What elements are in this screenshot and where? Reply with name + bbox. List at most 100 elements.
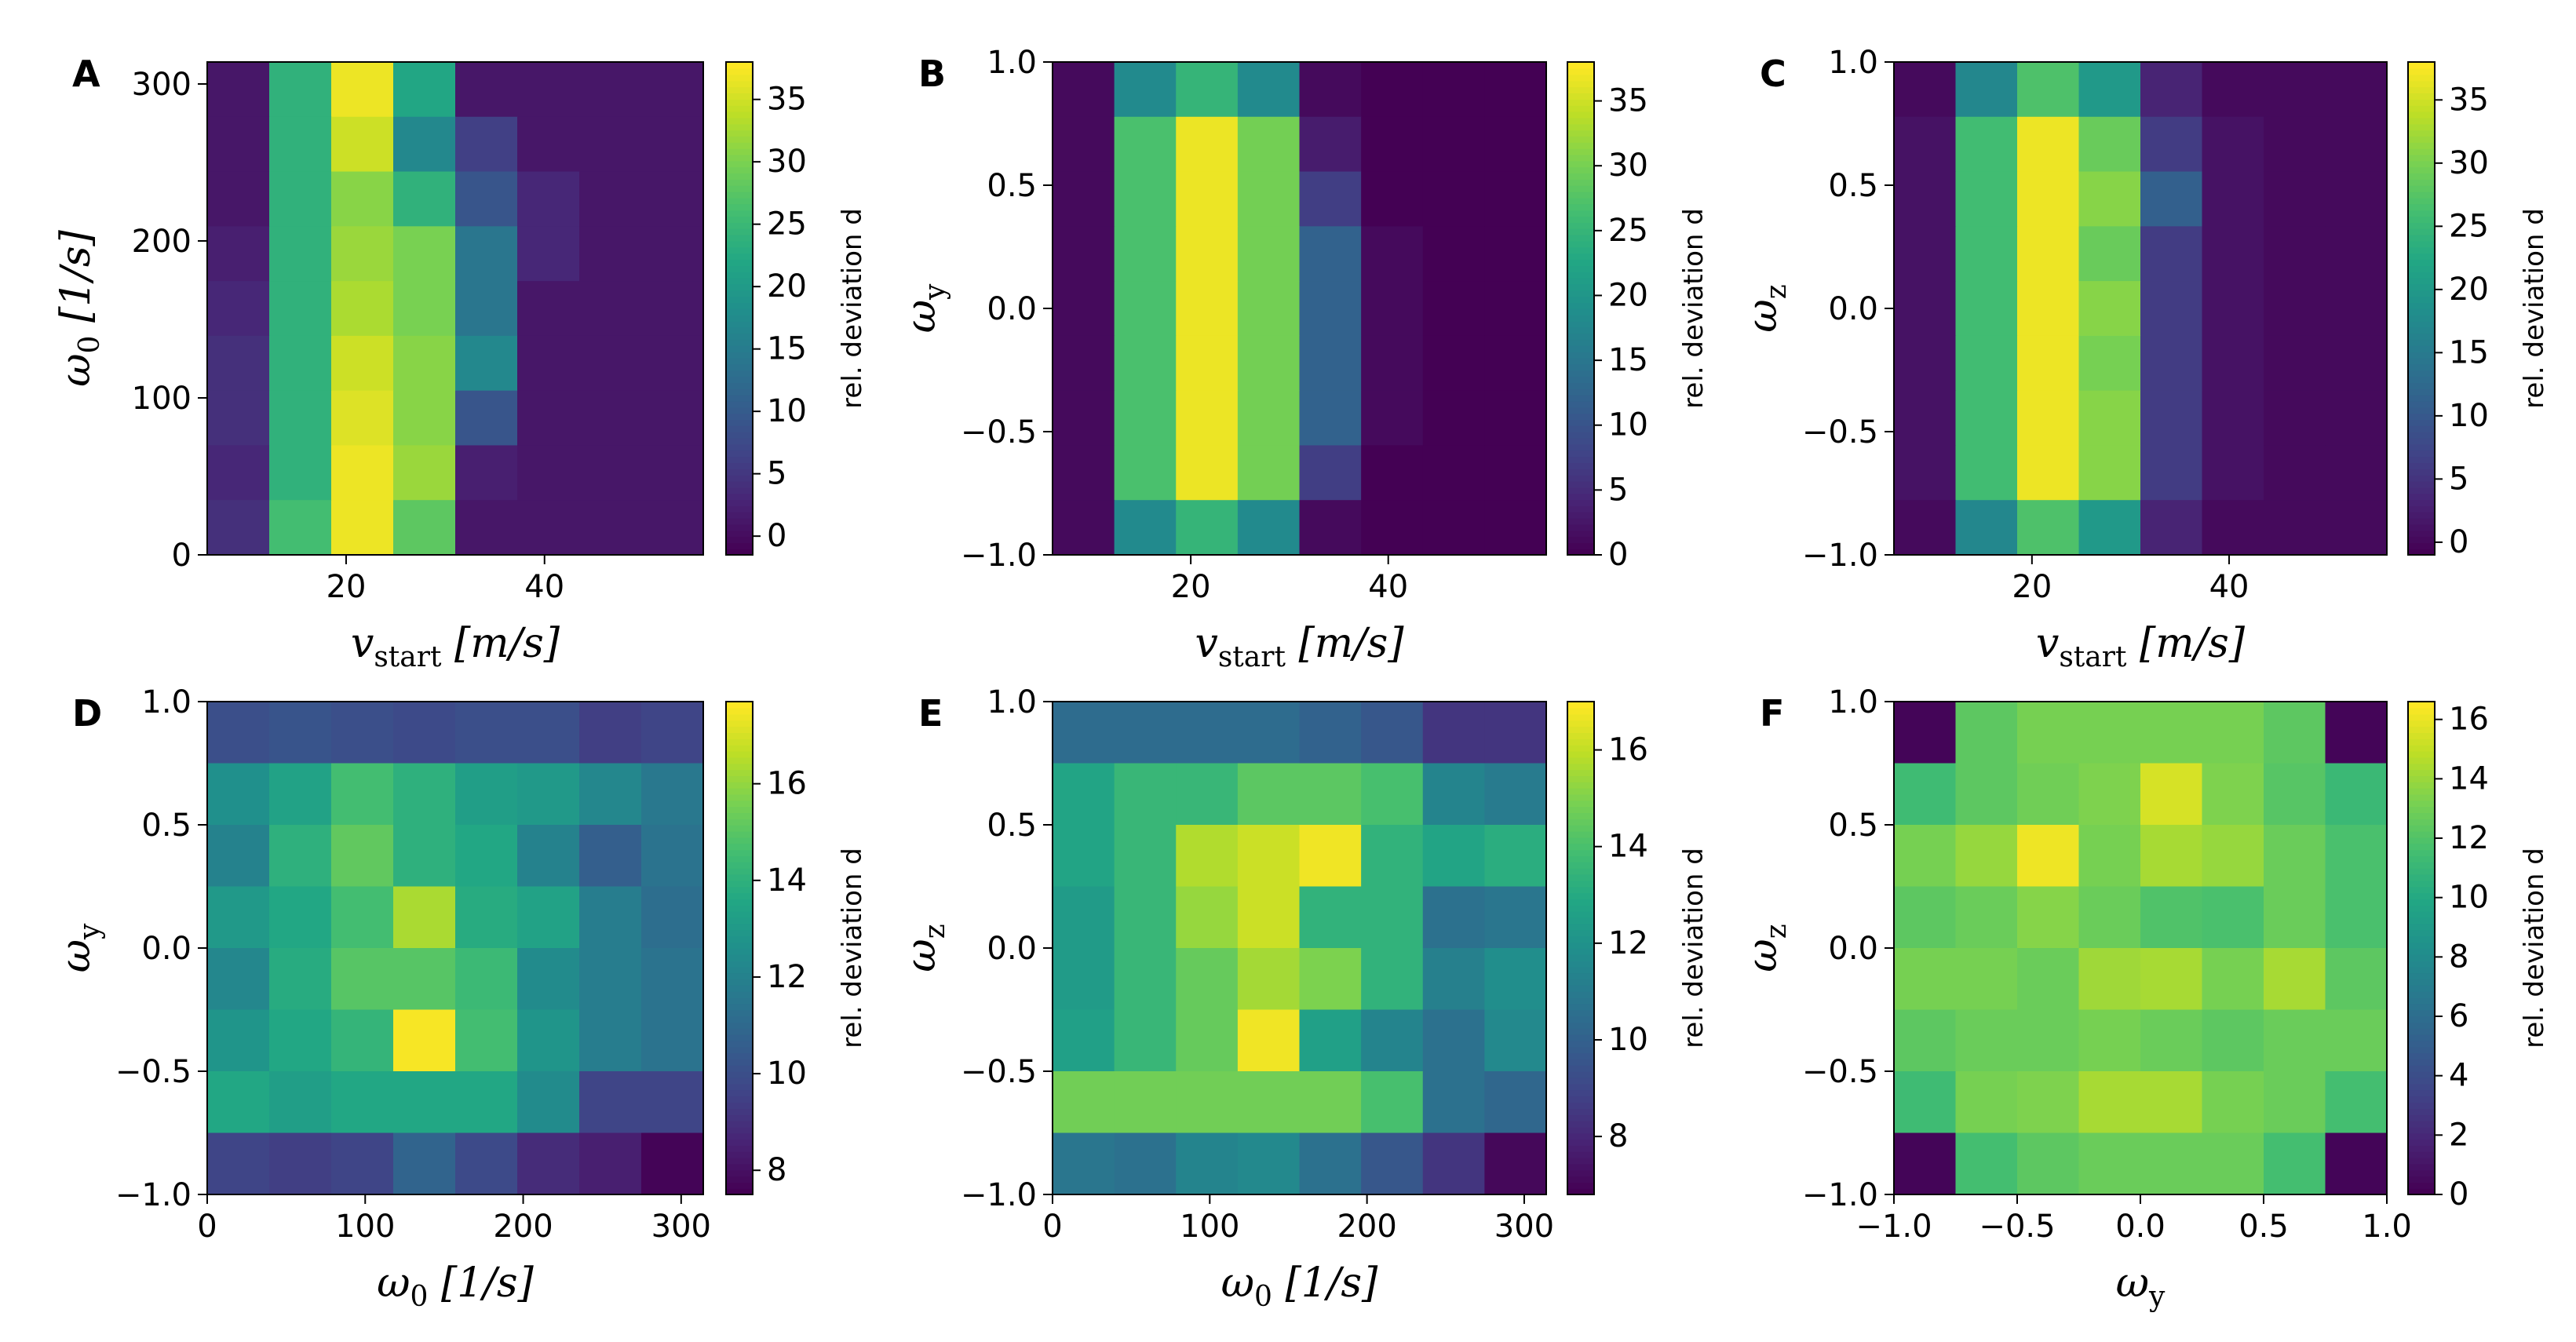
colorbar-segment [2408, 203, 2435, 211]
y-axis-label: ωz [1739, 284, 1793, 332]
x-tick-label: 20 [2012, 569, 2052, 605]
heatmap-cell-B-r4-c4 [1299, 281, 1362, 337]
colorbar-segment [726, 370, 753, 377]
colorbar-segment [2408, 74, 2435, 82]
heatmap-cell-F-r6-c2 [2017, 1071, 2080, 1134]
heatmap-cell-C-r8-c2 [2017, 500, 2080, 556]
heatmap-cell-B-r5-c6 [1422, 335, 1485, 392]
colorbar-segment [2408, 290, 2435, 297]
heatmap-cell-A-r4-c6 [579, 281, 642, 337]
heatmap-cell-D-r1-c3 [393, 763, 456, 826]
colorbar-segment [1567, 1040, 1594, 1048]
colorbar-segment [726, 837, 753, 844]
colorbar-segment [726, 972, 753, 980]
heatmap-cell-A-r4-c0 [207, 281, 270, 337]
heatmap-cell-F-r4-c7 [2325, 948, 2388, 1011]
heatmap-cell-B-r3-c4 [1299, 226, 1362, 282]
heatmap-cell-C-r3-c4 [2140, 226, 2203, 282]
y-tick-label: −0.5 [961, 414, 1037, 450]
colorbar-segment [726, 320, 753, 328]
colorbar-segment [726, 314, 753, 322]
heatmap-cell-C-r1-c2 [2017, 116, 2080, 173]
colorbar-segment [2408, 1089, 2435, 1097]
x-axis-label: vstart [m/s] [1195, 620, 1404, 673]
colorbar-segment [726, 787, 753, 795]
colorbar-segment [2408, 314, 2435, 322]
colorbar-segment [2408, 782, 2435, 789]
heatmap-cell-D-r0-c6 [579, 702, 642, 764]
colorbar-segment [1567, 886, 1594, 894]
heatmap-cell-F-r5-c7 [2325, 1009, 2388, 1072]
colorbar-segment [2408, 259, 2435, 266]
x-axis-label: vstart [m/s] [2036, 620, 2246, 673]
heatmap-cell-D-r1-c5 [517, 763, 580, 826]
heatmap-cell-D-r7-c1 [269, 1132, 332, 1195]
colorbar-segment [1567, 830, 1594, 838]
y-tick-label: 300 [132, 67, 192, 103]
colorbar-segment [726, 1022, 753, 1029]
heatmap-cell-E-r2-c2 [1176, 825, 1239, 888]
colorbar-segment [1567, 480, 1594, 488]
heatmap-cell-F-r4-c3 [2078, 948, 2141, 1011]
heatmap-cell-D-r0-c0 [207, 702, 270, 764]
colorbar-segment [1567, 867, 1594, 875]
colorbar-segment [726, 1126, 753, 1134]
colorbar-segment [1567, 713, 1594, 721]
heatmap-cell-B-r8-c0 [1053, 500, 1115, 556]
heatmap-cell-F-r7-c6 [2264, 1132, 2326, 1195]
heatmap-cell-E-r0-c3 [1237, 702, 1301, 764]
colorbar-segment [1567, 173, 1594, 180]
colorbar-segment [726, 160, 753, 168]
heatmap-cell-B-r6-c4 [1299, 390, 1362, 447]
colorbar-segment [2408, 530, 2435, 538]
colorbar-segment [2408, 1071, 2435, 1078]
colorbar-segment [2408, 1157, 2435, 1165]
colorbar-frame [725, 701, 753, 1195]
heatmap-cell-C-r4-c4 [2140, 281, 2203, 337]
colorbar-segment [726, 443, 753, 451]
colorbar-segment [726, 388, 753, 396]
panel-B: 20 40 −1.0 −0.5 0.0 0.5 1.0 ωy B 0 5 10 15 20 25 30 35 re… [898, 45, 1709, 605]
colorbar-segment [2408, 296, 2435, 303]
colorbar-segment [2408, 129, 2435, 137]
heatmap-cell-C-r1-c0 [1894, 116, 1957, 173]
colorbar-segment [2408, 542, 2435, 549]
colorbar-segment [2408, 93, 2435, 100]
colorbar-segment [1567, 997, 1594, 1005]
colorbar-segment [726, 979, 753, 986]
colorbar-segment [2408, 104, 2435, 112]
colorbar-segment [2408, 333, 2435, 341]
colorbar-segment [2408, 1114, 2435, 1121]
heatmap-cell-E-r5-c1 [1114, 1009, 1177, 1072]
heatmap-cell-A-r6-c3 [393, 390, 456, 447]
heatmap-cell-B-r2-c6 [1422, 171, 1485, 227]
colorbar-segment [2408, 787, 2435, 795]
colorbar-segment [2408, 432, 2435, 439]
heatmap-cell-C-r3-c3 [2078, 226, 2141, 282]
colorbar-segment [1567, 1188, 1594, 1195]
colorbar-segment [726, 450, 753, 458]
colorbar-segment [1567, 1077, 1594, 1085]
heatmap-cell-D-r3-c3 [393, 886, 456, 949]
heatmap-cell-D-r2-c7 [641, 825, 704, 888]
colorbar-tick-label: 16 [2449, 702, 2489, 738]
colorbar-segment [1567, 738, 1594, 746]
colorbar-segment [2408, 1046, 2435, 1054]
heatmap-cell-C-r4-c6 [2264, 281, 2326, 337]
colorbar-segment [2408, 499, 2435, 506]
colorbar-segment [726, 67, 753, 75]
y-axis-label: ω0 [1/s] [53, 229, 106, 386]
colorbar-segment [2408, 302, 2435, 309]
colorbar-tick-label: 25 [1608, 213, 1648, 249]
colorbar-segment [2408, 1169, 2435, 1177]
heatmap-cell-E-r6-c3 [1237, 1071, 1301, 1134]
colorbar-segment [726, 173, 753, 180]
colorbar-segment [726, 302, 753, 309]
colorbar-segment [726, 271, 753, 279]
colorbar-segment [1567, 1034, 1594, 1041]
colorbar-segment [1567, 707, 1594, 715]
colorbar-segment [1567, 259, 1594, 266]
x-axis-label: vstart [m/s] [351, 620, 560, 673]
heatmap-cell-A-r2-c2 [331, 171, 394, 227]
colorbar-label: rel. deviation d [1678, 848, 1709, 1048]
